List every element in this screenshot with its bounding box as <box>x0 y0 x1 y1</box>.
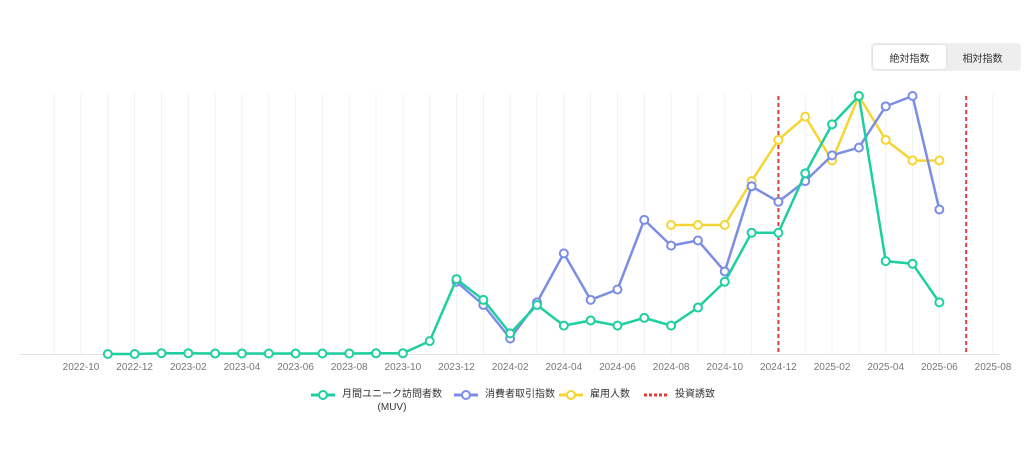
data-point <box>746 227 757 238</box>
data-point <box>666 320 677 331</box>
x-tick-label: 2022-10 <box>63 362 100 373</box>
data-point <box>853 91 864 101</box>
data-point <box>719 266 730 277</box>
x-tick-label: 2023-12 <box>438 362 475 373</box>
data-point <box>585 315 596 326</box>
data-point <box>800 111 811 122</box>
data-point <box>210 348 221 359</box>
x-tick-label: 2023-02 <box>170 362 207 373</box>
data-point <box>853 142 864 153</box>
data-point <box>880 256 891 267</box>
data-point <box>827 150 838 161</box>
data-point <box>505 328 516 339</box>
data-point <box>692 235 703 246</box>
data-point <box>666 240 677 251</box>
data-point <box>129 349 140 359</box>
chart-legend: 月間ユニーク訪問者数 (MUV) 消費者取引指数 雇用人数 投資誘致 <box>300 388 760 424</box>
data-point <box>934 155 945 166</box>
data-point <box>800 168 811 179</box>
data-point <box>371 348 382 359</box>
data-point <box>612 320 623 331</box>
data-point <box>880 134 891 145</box>
data-point <box>692 220 703 230</box>
data-point <box>558 248 569 259</box>
data-point <box>183 348 194 359</box>
x-tick-label: 2024-06 <box>599 362 636 373</box>
data-point <box>934 297 945 308</box>
data-point <box>934 204 945 215</box>
legend-swatch-muv <box>311 390 335 400</box>
data-point <box>290 348 301 359</box>
data-point <box>773 134 784 145</box>
x-tick-label: 2024-12 <box>760 362 797 373</box>
data-point <box>585 294 596 305</box>
x-tick-label: 2025-08 <box>975 362 1012 373</box>
data-point <box>692 302 703 313</box>
legend-label-muv: 月間ユニーク訪問者数 <box>342 389 442 400</box>
data-point <box>424 336 435 347</box>
x-tick-label: 2025-02 <box>814 362 851 373</box>
data-point <box>317 348 328 359</box>
data-point <box>612 284 623 295</box>
data-point <box>773 196 784 207</box>
x-tick-label: 2023-06 <box>277 362 314 373</box>
data-point <box>907 91 918 101</box>
data-point <box>478 294 489 305</box>
x-tick-label: 2024-08 <box>653 362 690 373</box>
data-point <box>263 348 274 359</box>
absolute-index-button[interactable]: 絶対指数 <box>873 45 946 69</box>
series-line <box>106 94 941 356</box>
x-tick-label: 2023-08 <box>331 362 368 373</box>
data-point <box>719 220 730 230</box>
x-tick-label: 2023-04 <box>224 362 261 373</box>
legend-item-investment[interactable]: 投資誘致 <box>643 388 715 402</box>
data-point <box>827 119 838 130</box>
x-tick-label: 2025-06 <box>921 362 958 373</box>
legend-item-employment[interactable]: 雇用人数 <box>558 388 630 402</box>
x-tick-label: 2023-10 <box>385 362 422 373</box>
data-point <box>102 349 113 359</box>
legend-label-muv-sub: (MUV) <box>377 402 407 413</box>
data-point <box>639 214 650 225</box>
data-point <box>236 348 247 359</box>
data-point <box>451 274 462 285</box>
data-point <box>719 276 730 287</box>
data-point <box>746 181 757 192</box>
data-point <box>773 227 784 238</box>
x-tick-label: 2024-02 <box>492 362 529 373</box>
data-point <box>639 312 650 323</box>
data-point <box>397 348 408 359</box>
data-point <box>907 258 918 269</box>
data-point <box>344 348 355 359</box>
legend-label-employment: 雇用人数 <box>590 389 630 400</box>
relative-index-button[interactable]: 相対指数 <box>946 45 1019 69</box>
x-tick-label: 2025-04 <box>867 362 904 373</box>
data-point <box>907 155 918 166</box>
legend-swatch-employment <box>559 390 583 400</box>
index-type-toggle: 絶対指数 相対指数 <box>871 43 1021 71</box>
legend-item-consumer[interactable]: 消費者取引指数 <box>453 388 555 402</box>
data-point <box>880 101 891 112</box>
legend-label-investment: 投資誘致 <box>675 389 715 400</box>
legend-marker-consumer <box>461 390 471 400</box>
legend-marker-muv <box>318 390 328 400</box>
legend-marker-employment <box>566 390 576 400</box>
legend-label-consumer: 消費者取引指数 <box>485 389 555 400</box>
x-tick-label: 2022-12 <box>116 362 153 373</box>
legend-swatch-investment <box>644 393 668 397</box>
data-point <box>558 320 569 331</box>
data-point <box>156 348 167 359</box>
data-point <box>666 220 677 230</box>
x-tick-label: 2024-10 <box>706 362 743 373</box>
legend-item-muv[interactable]: 月間ユニーク訪問者数 (MUV) <box>310 388 442 414</box>
x-tick-label: 2024-04 <box>545 362 582 373</box>
legend-swatch-consumer <box>454 390 478 400</box>
data-point <box>532 299 542 310</box>
